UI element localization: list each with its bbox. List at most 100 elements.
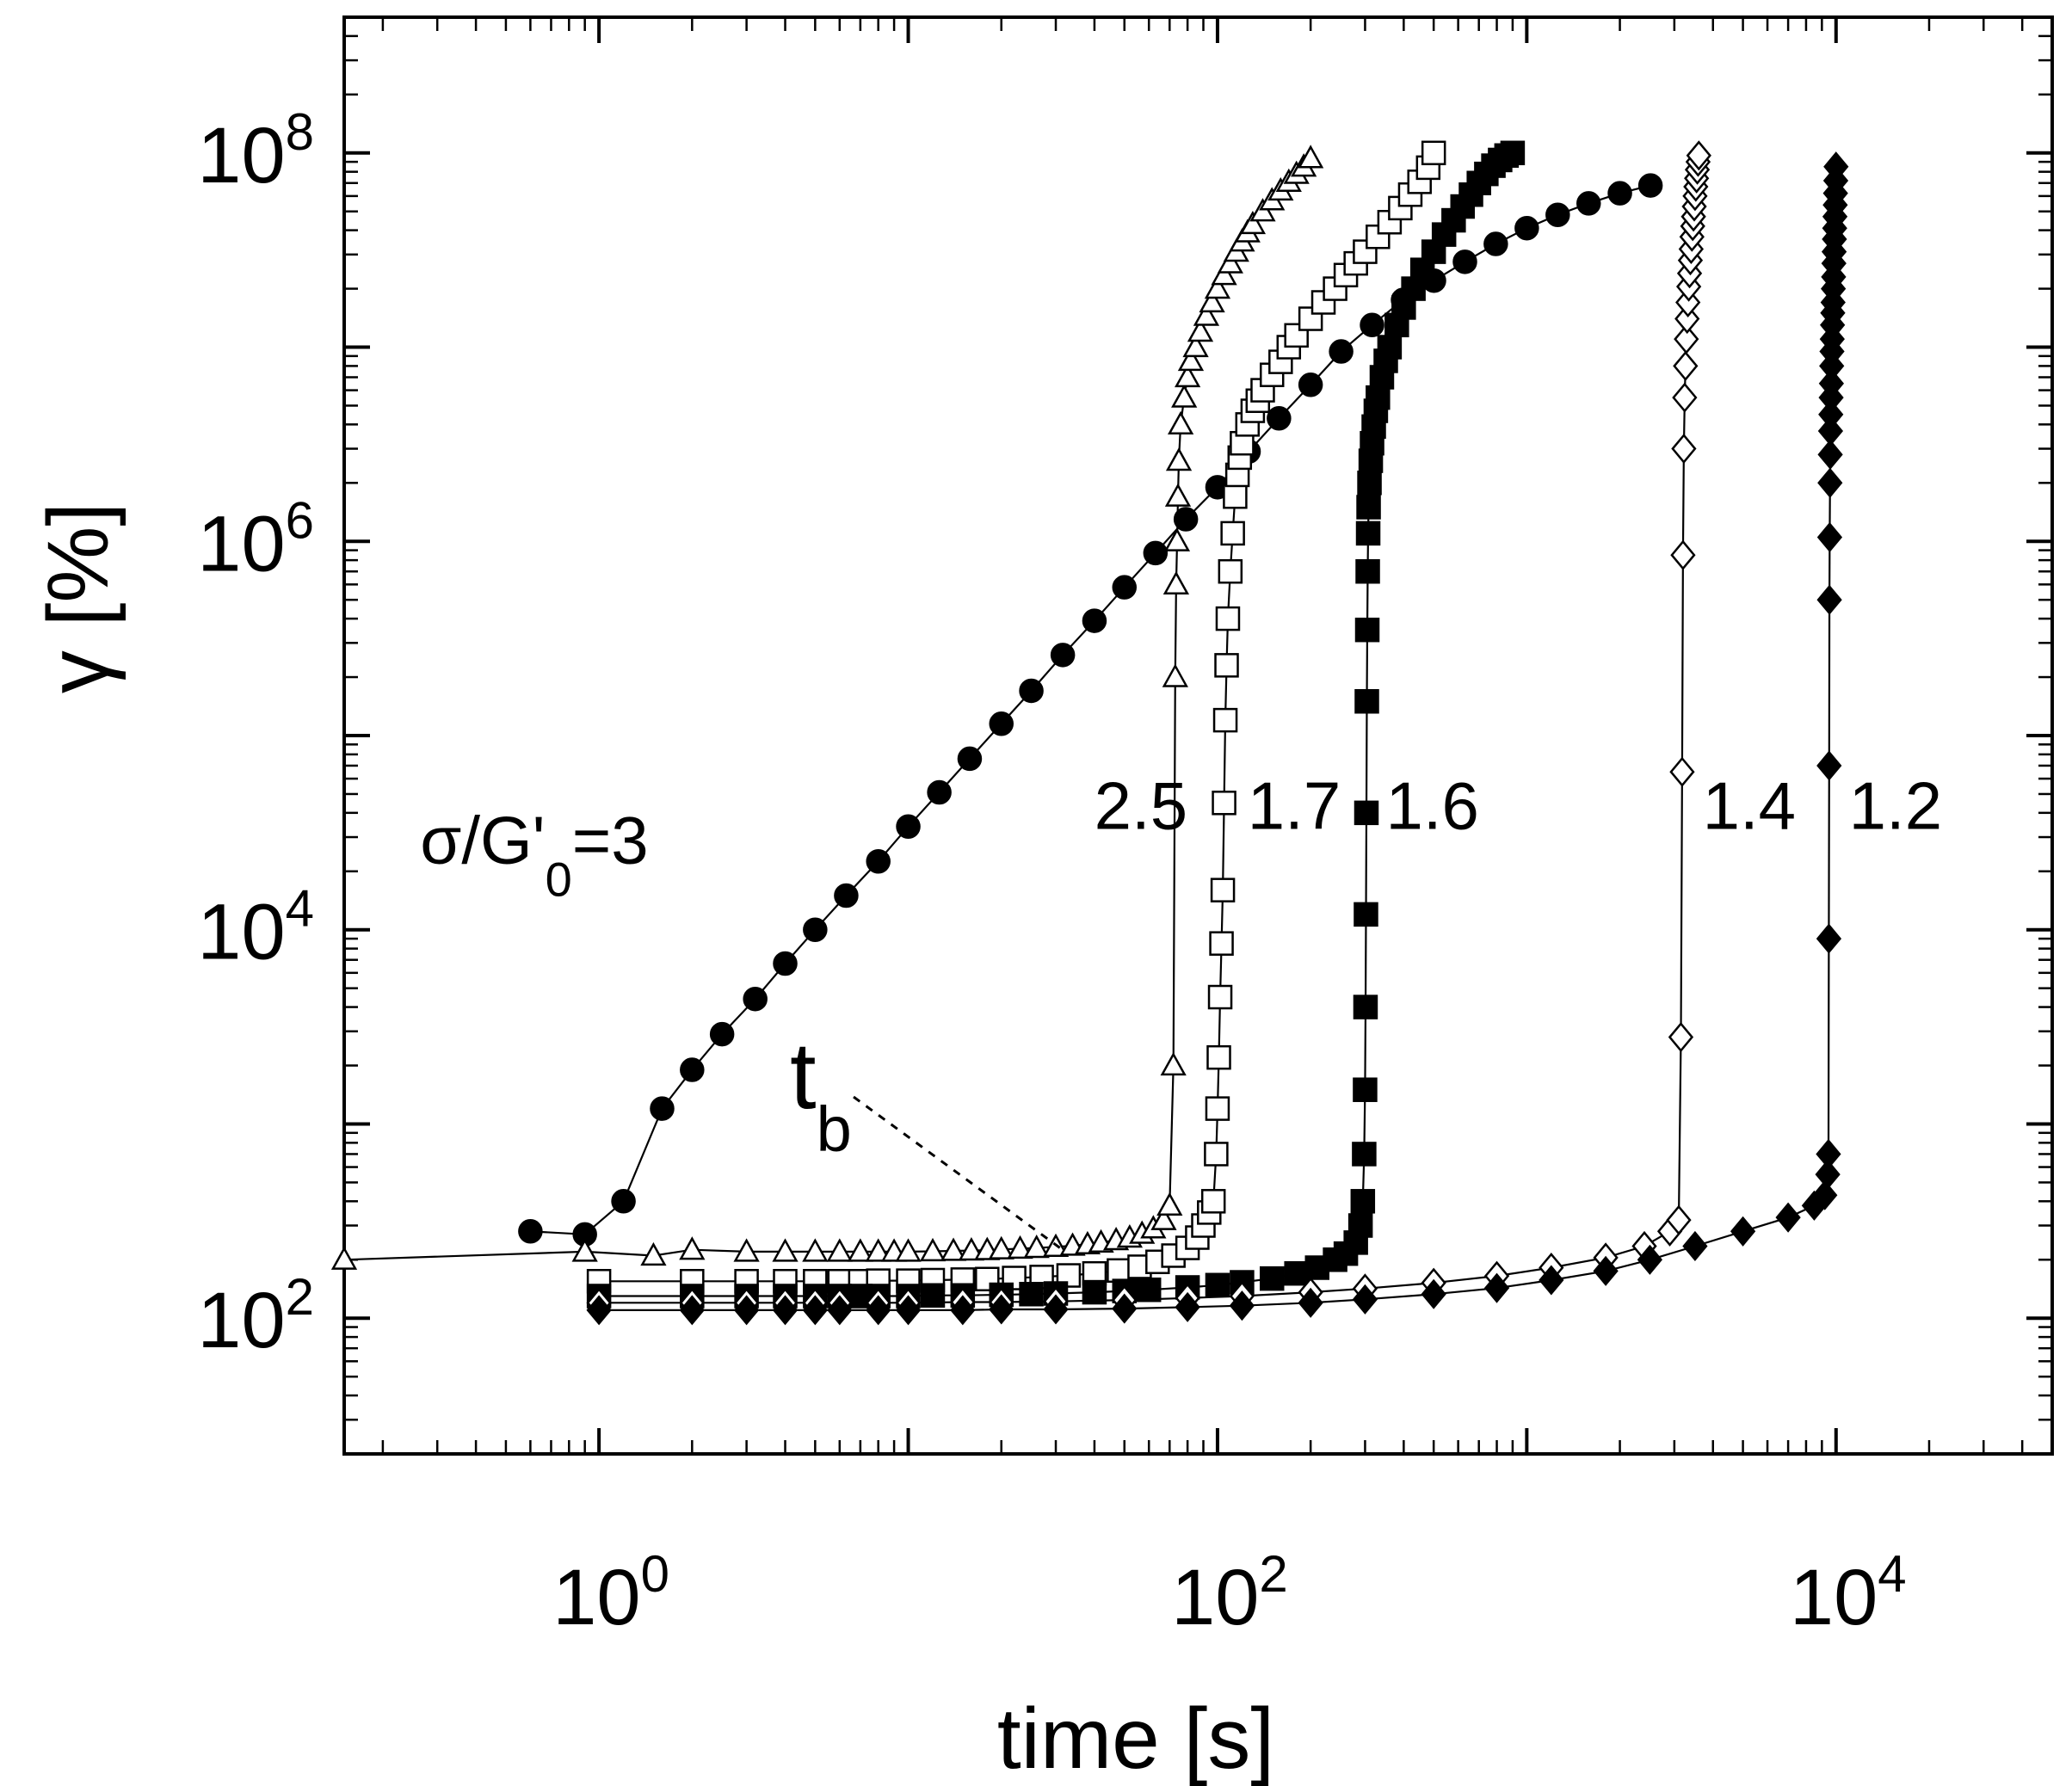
data-point [1173,507,1199,532]
data-point [586,1295,612,1326]
data-point [920,1283,946,1308]
data-point [1816,584,1842,615]
y-axis-title: γ [%] [30,502,126,693]
data-point [772,1238,799,1262]
data-point [743,986,768,1012]
data-point [1019,1282,1044,1307]
data-point [1223,483,1248,509]
data-point [1674,323,1699,354]
data-point [1023,1234,1050,1259]
x-tick-label-exp: 0 [641,1545,669,1603]
y-tick-label-exp: 2 [286,1268,314,1326]
data-point [802,1238,829,1262]
y-tick-label: 104 [197,880,314,976]
data-point [1377,335,1403,360]
data-point [1050,643,1076,668]
data-point [927,779,952,805]
data-point [1816,750,1842,781]
data-point [1483,1272,1510,1303]
data-point [1730,1216,1756,1247]
data-point [330,1246,358,1270]
data-point [1239,210,1267,235]
data-point [1193,302,1220,326]
data-point [1177,347,1205,372]
data-point [1514,215,1539,241]
data-point [1539,1265,1564,1296]
data-point [1483,231,1508,256]
x-tick-label: 102 [1171,1545,1288,1641]
data-point [834,883,859,908]
data-point [866,1295,891,1326]
data-point [1019,678,1044,704]
data-point [1366,385,1391,410]
series-markers [330,140,1849,1326]
x-tick-label-base: 10 [1790,1554,1878,1641]
data-point [640,1241,667,1266]
data-point [1421,140,1446,166]
data-point [1671,434,1697,465]
y-tick-label-base: 10 [197,112,285,200]
data-point [1205,1096,1230,1121]
data-point [1163,527,1191,551]
data-point [1607,181,1632,206]
series-labels: σ/G'0=3 2.5 1.7 1.6 1.4 1.2 [420,767,1942,906]
data-point [989,1294,1014,1325]
data-point [958,1237,985,1261]
data-point [1298,306,1323,331]
y-tick-label-exp: 8 [286,103,314,161]
data-point [1162,663,1188,687]
data-point [1816,521,1843,553]
data-point [518,1219,543,1244]
data-point [1637,173,1663,198]
x-axis-title: time [s] [997,1691,1274,1786]
sigma-sub: 0 [546,852,572,906]
data-point [1298,145,1324,169]
data-point [1107,1258,1132,1284]
x-tick-label-base: 10 [552,1554,640,1641]
data-point [1500,140,1526,166]
data-point [847,1238,873,1262]
data-point [1329,339,1354,364]
series-line [599,155,1700,1304]
data-point [1298,373,1323,397]
data-point [650,1096,675,1121]
data-point [1156,1192,1183,1216]
sigma-value: =3 [572,802,649,878]
data-point [1205,1272,1230,1298]
data-point [680,1057,705,1082]
data-point [1112,1293,1138,1324]
data-point [1666,1204,1692,1235]
data-point [989,711,1014,736]
data-point [1353,1077,1378,1102]
data-point [1082,1279,1107,1305]
data-point [957,746,983,772]
data-point [1212,791,1236,816]
data-point [1669,756,1695,787]
data-point [1686,140,1711,171]
data-point [940,1237,967,1261]
data-point [1593,1255,1619,1286]
series-label: 1.6 [1385,767,1478,843]
series-label-sigma: σ/G'0=3 [420,802,648,906]
data-point [1775,1202,1801,1233]
data-point [1210,878,1236,902]
axis-ticks [344,15,2054,1456]
data-point [1672,382,1698,413]
data-point [1812,1179,1838,1210]
data-point [1356,495,1381,520]
data-point [1218,558,1243,584]
y-tick-label: 106 [197,491,314,588]
data-point [1670,539,1696,570]
data-point [1204,274,1231,299]
data-point [1150,1206,1177,1230]
data-point [1818,368,1845,399]
data-point [1817,416,1844,446]
data-point [1354,800,1379,826]
data-point [1355,558,1380,584]
data-point [1171,384,1198,408]
data-point [1082,608,1107,633]
data-point [1207,984,1233,1010]
data-point [1165,447,1193,471]
series-lines [343,151,1837,1312]
